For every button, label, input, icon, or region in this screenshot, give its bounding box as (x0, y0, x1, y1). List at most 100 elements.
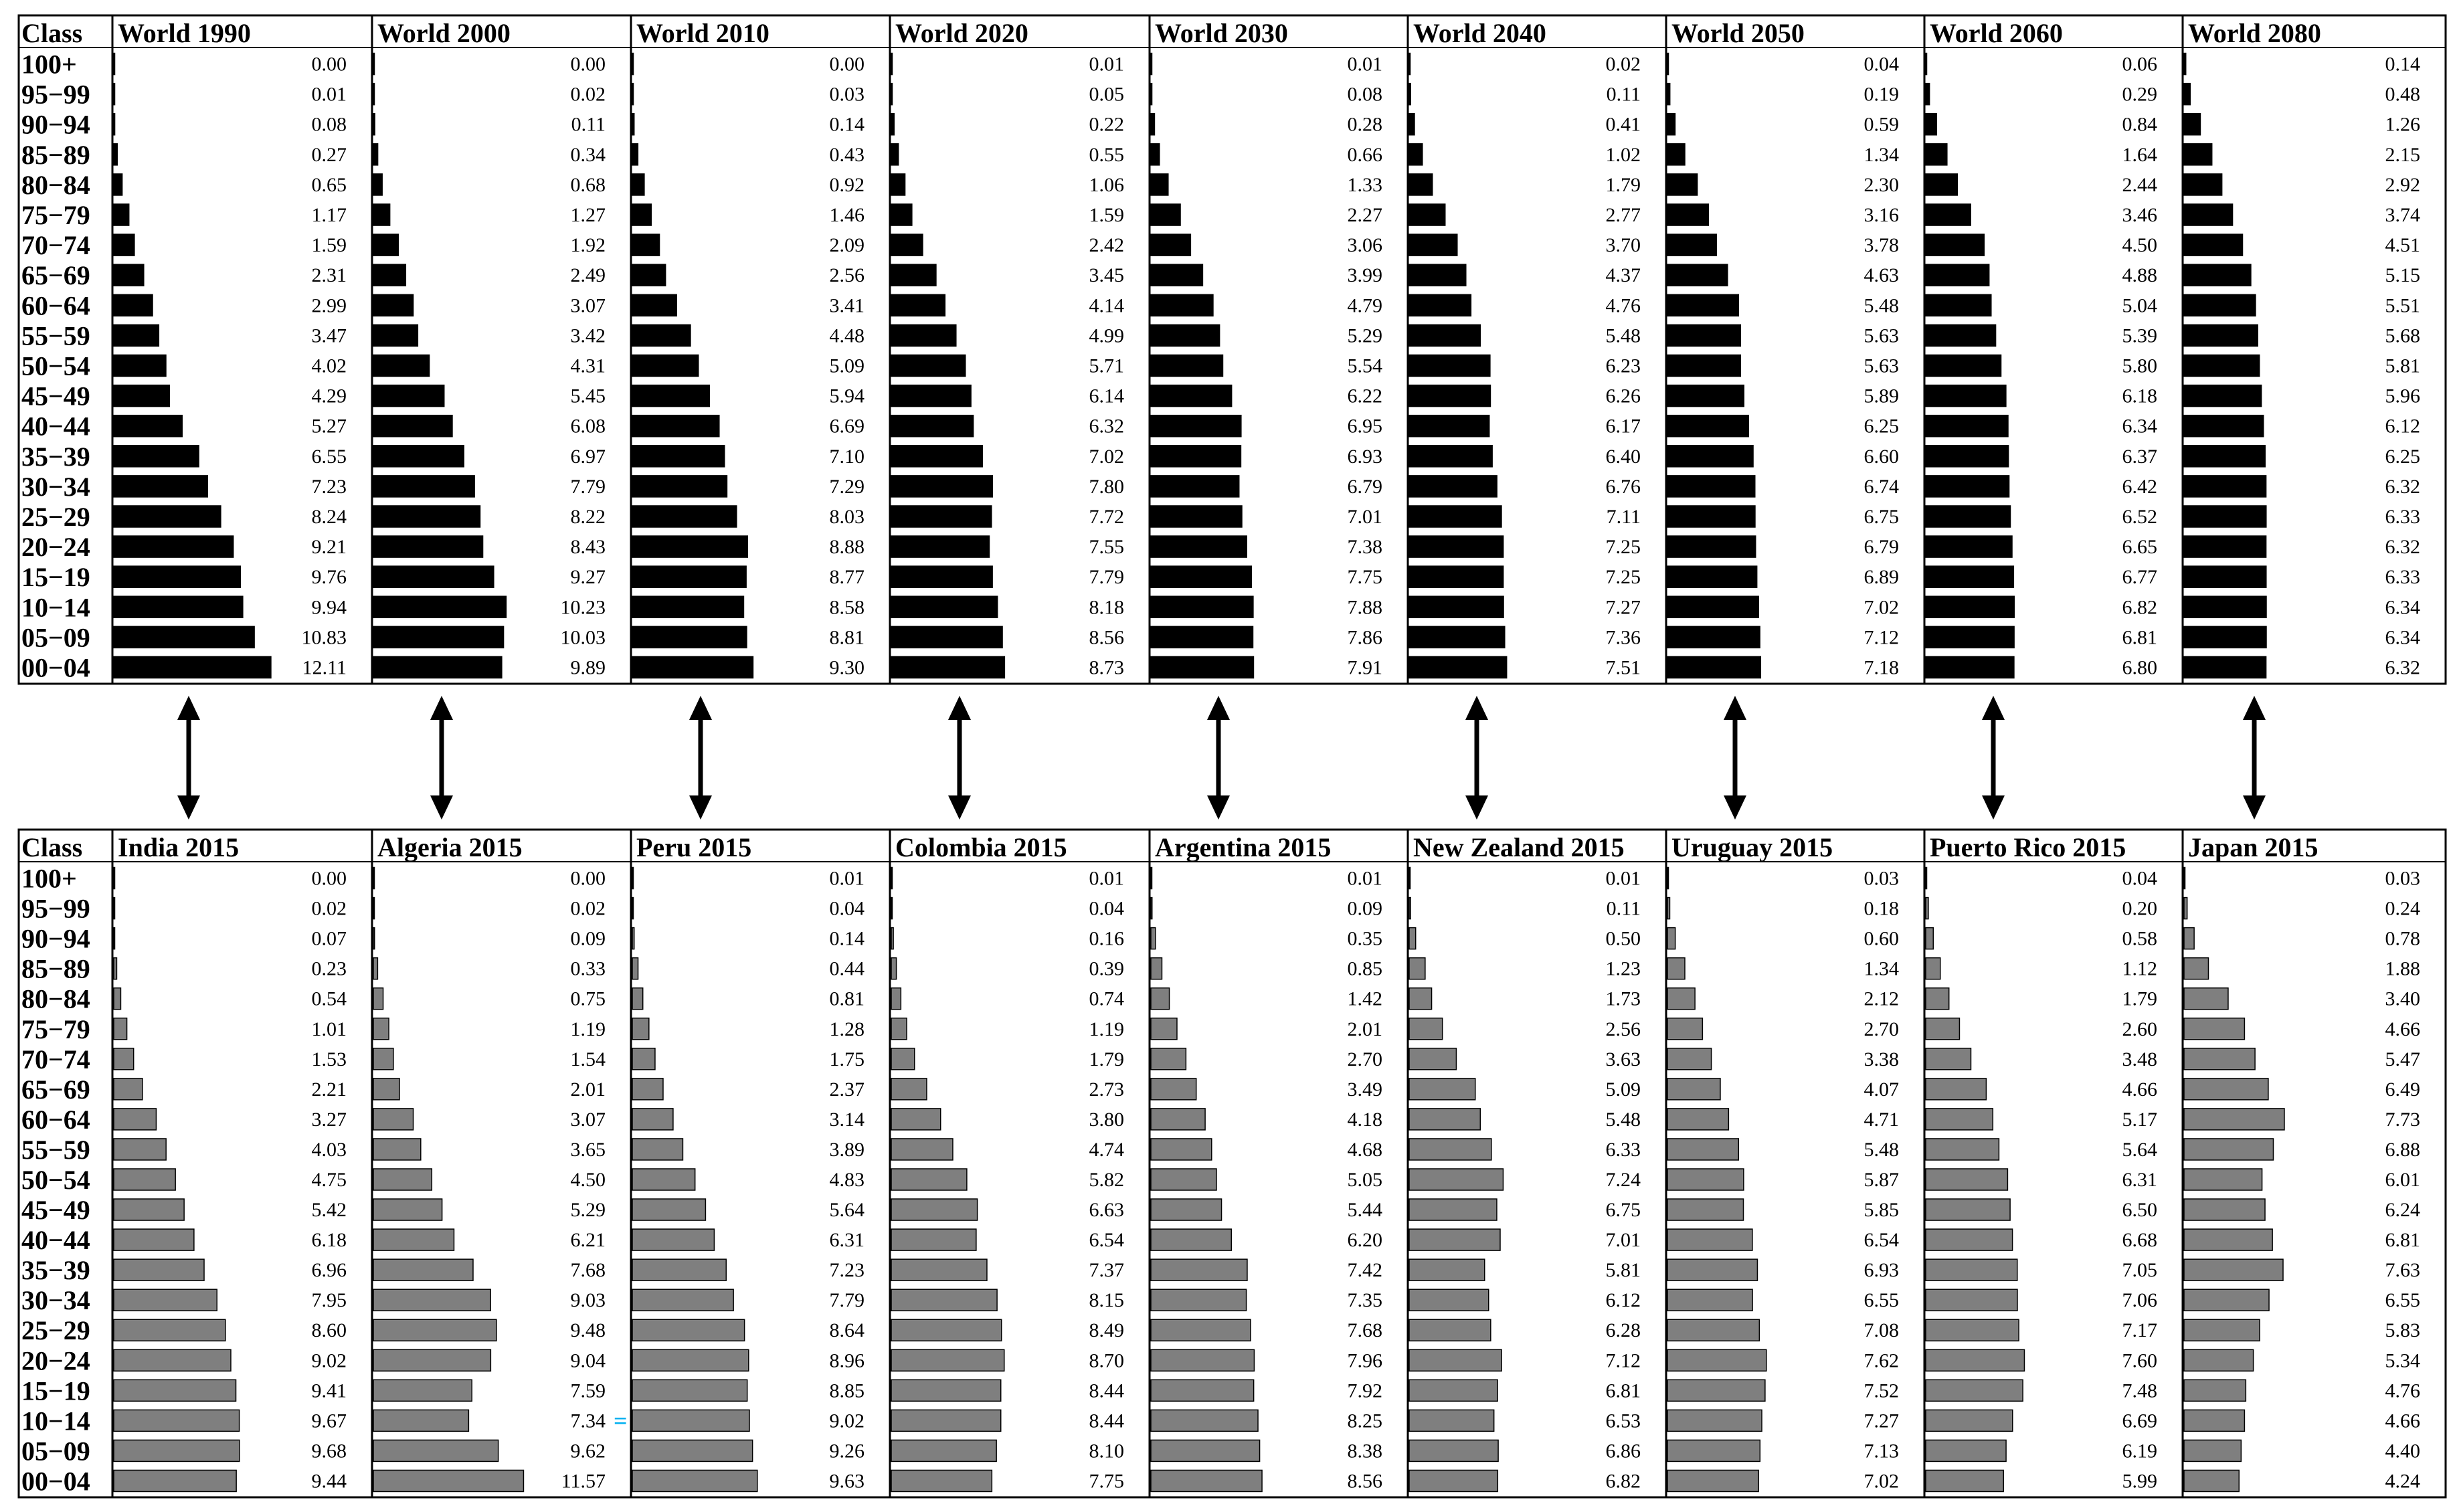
bar (1408, 1379, 1498, 1402)
value-label: 6.77 (2122, 566, 2158, 588)
value-label: 8.49 (1089, 1319, 1125, 1341)
bar (1667, 565, 1758, 588)
bar (1925, 475, 2010, 498)
bar (1925, 987, 1950, 1010)
value-label: 1.19 (1089, 1018, 1125, 1040)
bar (1408, 1228, 1501, 1251)
value-label: 1.59 (1089, 204, 1125, 226)
value-label: 0.00 (571, 54, 606, 76)
bar (1925, 324, 1997, 347)
value-label: 8.73 (1089, 656, 1125, 678)
value-label: 3.38 (1864, 1048, 1900, 1070)
bar (373, 927, 375, 950)
value-label: 7.02 (1089, 446, 1125, 468)
bar (2183, 233, 2244, 256)
value-label: 3.41 (830, 294, 865, 316)
value-label: 0.54 (312, 988, 347, 1010)
value-label: 7.91 (1348, 656, 1383, 678)
value-label: 7.86 (1348, 626, 1383, 648)
age-class-label: 90−94 (21, 924, 90, 954)
bar (373, 957, 379, 980)
bar (2183, 1138, 2274, 1161)
value-label: 5.96 (2385, 385, 2421, 407)
bar (2183, 445, 2266, 468)
value-label: 3.27 (312, 1109, 347, 1131)
bar (1408, 384, 1491, 407)
bar (632, 1108, 674, 1131)
value-label: 0.04 (2122, 868, 2158, 890)
bar (1150, 535, 1247, 558)
bar (1925, 535, 2013, 558)
age-class-label: 05−09 (21, 622, 90, 652)
value-label: 6.32 (2385, 536, 2421, 558)
value-label: 3.07 (571, 1109, 606, 1131)
value-label: 1.53 (312, 1048, 347, 1070)
bar (1667, 414, 1749, 438)
bar (2183, 264, 2252, 286)
value-label: 0.01 (312, 84, 347, 106)
bar (1925, 1198, 2011, 1221)
value-label: 5.89 (1864, 385, 1900, 407)
value-label: 9.02 (312, 1349, 347, 1372)
bar (891, 535, 990, 558)
series-title: World 1990 (118, 18, 251, 48)
value-label: 6.32 (1089, 415, 1125, 438)
bar (373, 535, 484, 558)
bar (2183, 1349, 2254, 1372)
value-label: 4.07 (1864, 1078, 1900, 1101)
bar (632, 595, 745, 619)
bar (1667, 505, 1756, 528)
bar (1925, 1078, 1987, 1101)
bar (373, 82, 375, 106)
value-label: 7.34 (571, 1410, 606, 1432)
value-label: 1.46 (830, 204, 865, 226)
bar (113, 354, 167, 377)
bar (632, 896, 634, 920)
value-label: 8.10 (1089, 1440, 1125, 1462)
value-label: 5.04 (2122, 294, 2158, 316)
age-class-label: 85−89 (21, 140, 90, 170)
value-label: 9.89 (571, 656, 606, 678)
value-label: 7.08 (1864, 1319, 1900, 1341)
value-label: 6.33 (2385, 566, 2421, 588)
bar (632, 82, 634, 106)
value-label: 6.34 (2385, 626, 2421, 648)
value-label: 3.45 (1089, 264, 1125, 286)
value-label: 6.12 (2385, 415, 2421, 438)
value-label: 7.38 (1348, 536, 1383, 558)
bar (632, 1048, 656, 1070)
value-label: 5.81 (2385, 355, 2421, 377)
bar (1408, 1018, 1443, 1040)
age-class-label: 15−19 (21, 562, 90, 592)
bar (891, 896, 893, 920)
bar (2183, 294, 2256, 317)
bar (373, 1319, 497, 1341)
bar (1667, 1289, 1753, 1311)
bar (373, 1168, 433, 1191)
value-label: 6.12 (1606, 1289, 1641, 1311)
value-label: 0.66 (1348, 144, 1383, 166)
bar (1150, 1138, 1212, 1161)
value-label: 5.80 (2122, 355, 2158, 377)
bar (373, 1289, 491, 1311)
value-label: 5.09 (830, 355, 865, 377)
value-label: 3.70 (1606, 234, 1641, 256)
value-label: 7.29 (830, 476, 865, 498)
value-label: 0.75 (571, 988, 606, 1010)
value-label: 2.73 (1089, 1078, 1125, 1101)
bar (1150, 1379, 1255, 1402)
value-label: 0.14 (2385, 54, 2421, 76)
value-label: 3.80 (1089, 1109, 1125, 1131)
series-title: Argentina 2015 (1155, 832, 1331, 862)
bar (632, 1078, 664, 1101)
bar (1925, 1379, 2023, 1402)
value-label: 8.60 (312, 1319, 347, 1341)
bar (1925, 1349, 2025, 1372)
bar (113, 264, 145, 286)
value-label: 0.18 (1864, 898, 1900, 920)
bar (632, 354, 699, 377)
value-label: 0.33 (571, 958, 606, 980)
value-label: 7.11 (1607, 506, 1641, 528)
bar (1408, 987, 1433, 1010)
bar (1667, 173, 1698, 196)
